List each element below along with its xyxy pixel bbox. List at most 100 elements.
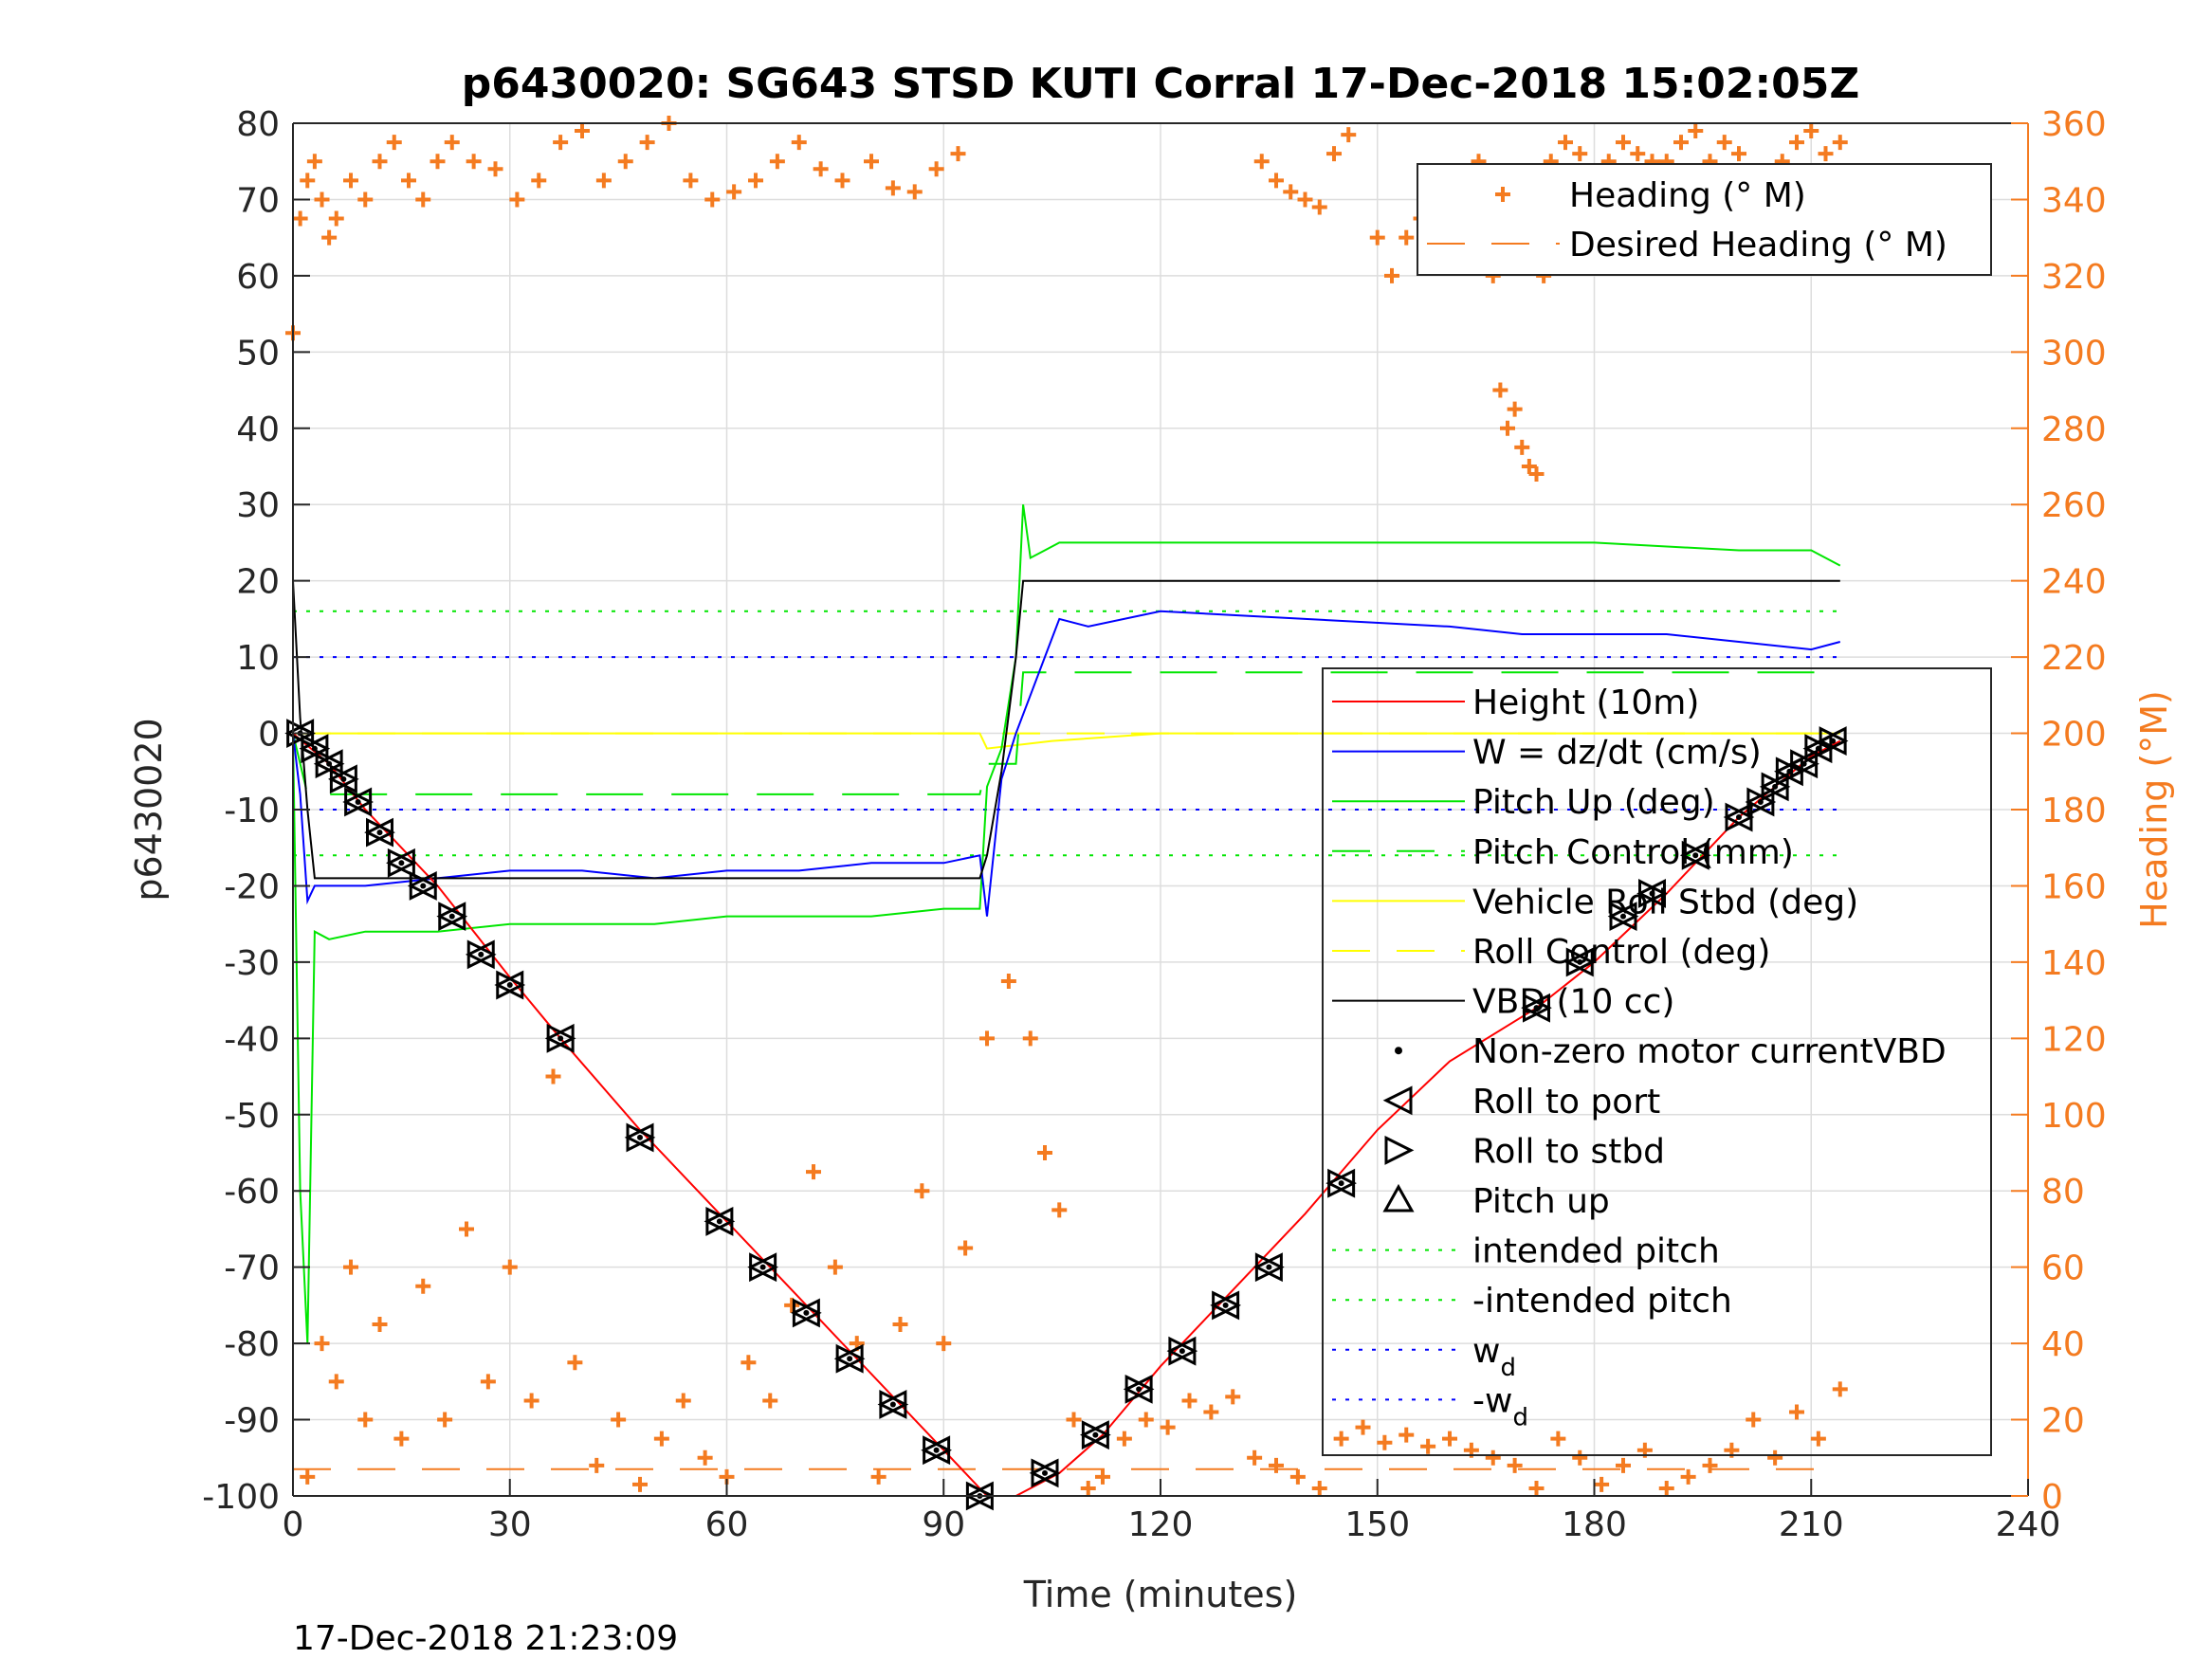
heading-marker-146 [1616, 1457, 1631, 1473]
roll-stbd-marker-31 [1681, 840, 1711, 870]
y-left-tick-label-1: 70 [236, 181, 280, 220]
motor-current-marker-22 [1136, 1386, 1143, 1393]
motor-current-marker-8 [448, 913, 455, 920]
heading-marker-78 [1789, 135, 1804, 151]
heading-marker-40 [1283, 184, 1299, 200]
roll-stbd-marker-20 [1031, 1458, 1061, 1488]
y-axis-label-left: p6430020 [128, 718, 170, 901]
y-left-tick-label-2: 60 [236, 258, 280, 297]
heading-marker-2 [300, 173, 316, 189]
heading-marker-27 [726, 184, 742, 200]
heading-marker-83 [314, 1336, 330, 1352]
heading-marker-155 [1810, 1431, 1826, 1447]
heading-marker-125 [1160, 1419, 1176, 1435]
heading-marker-111 [892, 1317, 908, 1332]
heading-marker-23 [639, 135, 655, 151]
motor-current-marker-23 [1179, 1348, 1185, 1355]
y-left-tick-label-14: -60 [224, 1173, 280, 1212]
y-right-tick-label-18: 0 [2041, 1478, 2063, 1517]
heading-marker-149 [1680, 1468, 1696, 1485]
legend-entry-11: intended pitch [1472, 1232, 1720, 1271]
chart-title: p6430020: SG643 STSD KUTI Corral 17-Dec-… [462, 60, 1859, 108]
heading-marker-1 [292, 210, 308, 227]
y-left-tick-label-8: 0 [258, 716, 280, 755]
heading-marker-88 [393, 1431, 410, 1447]
legend-main-box [1322, 667, 1992, 1456]
motor-current-marker-9 [478, 951, 484, 957]
heading-marker-37 [950, 146, 966, 162]
series-vbd [292, 579, 1840, 880]
heading-marker-126 [1181, 1393, 1197, 1409]
heading-marker-54 [1492, 382, 1508, 398]
roll-stbd-marker-34 [1761, 772, 1791, 802]
heading-marker-115 [979, 1030, 995, 1047]
y-left-tick-label-18: -100 [202, 1478, 280, 1517]
heading-marker-92 [480, 1374, 496, 1390]
motor-current-marker-38 [1830, 738, 1837, 744]
roll-stbd-marker-28 [1565, 947, 1596, 977]
heading-marker-127 [1203, 1404, 1219, 1420]
y-right-tick-label-17: 20 [2041, 1402, 2085, 1441]
heading-marker-153 [1767, 1449, 1783, 1466]
roll-stbd-marker-11 [546, 1023, 576, 1053]
heading-marker-8 [357, 191, 374, 208]
y-left-tick-label-11: -30 [224, 944, 280, 983]
heading-marker-128 [1225, 1389, 1241, 1405]
motor-current-marker-18 [933, 1447, 940, 1453]
y-right-tick-label-8: 200 [2041, 716, 2107, 755]
heading-marker-143 [1550, 1431, 1566, 1447]
heading-marker-56 [1507, 401, 1523, 417]
legend-heading: Heading (° M) Desired Heading (° M) [1417, 163, 1992, 276]
heading-marker-19 [553, 135, 569, 151]
heading-marker-70 [1673, 135, 1689, 151]
y-left-tick-label-16: -80 [224, 1325, 280, 1364]
motor-current-marker-5 [376, 830, 383, 836]
heading-marker-141 [1507, 1457, 1523, 1473]
heading-marker-11 [401, 173, 416, 189]
roll-stbd-marker-5 [366, 817, 395, 848]
heading-marker-132 [1311, 1480, 1327, 1496]
motor-current-marker-11 [558, 1035, 564, 1042]
series-w [292, 610, 1841, 917]
heading-marker-86 [357, 1412, 374, 1428]
legend-symbol-8 [1382, 1085, 1413, 1116]
heading-marker-39 [1269, 173, 1284, 189]
x-tick-label-3: 90 [922, 1505, 965, 1544]
roll-stbd-marker-18 [923, 1435, 952, 1466]
heading-marker-117 [1022, 1030, 1038, 1047]
heading-marker-6 [328, 210, 344, 227]
roll-stbd-marker-36 [1790, 749, 1819, 779]
heading-marker-46 [1384, 267, 1399, 283]
heading-marker-10 [386, 135, 402, 151]
heading-marker-90 [437, 1412, 453, 1428]
heading-marker-22 [617, 154, 633, 170]
motor-current-marker-32 [1736, 814, 1742, 821]
heading-marker-25 [683, 173, 699, 189]
legend-entry-2: Pitch Up (deg) [1472, 783, 1715, 822]
motor-current-marker-7 [420, 883, 427, 889]
roll-stbd-marker-35 [1775, 757, 1805, 787]
heading-marker-38 [1253, 154, 1270, 170]
heading-marker-28 [748, 173, 763, 189]
legend-entry-0: Height (10m) [1472, 684, 1699, 722]
roll-stbd-marker-2 [315, 749, 345, 779]
heading-marker-91 [459, 1221, 474, 1237]
x-tick-label-4: 120 [1128, 1505, 1194, 1544]
y-right-tick-label-14: 80 [2041, 1173, 2085, 1212]
roll-stbd-marker-37 [1804, 734, 1835, 764]
legend-subscript-13: d [1500, 1354, 1516, 1382]
heading-marker-152 [1746, 1412, 1762, 1428]
roll-stbd-marker-30 [1638, 879, 1668, 908]
heading-marker-21 [595, 173, 612, 189]
roll-stbd-marker-10 [496, 970, 526, 1000]
roll-stbd-marker-32 [1725, 802, 1755, 832]
heading-marker-31 [813, 161, 829, 177]
roll-stbd-marker-38 [1819, 726, 1849, 757]
heading-marker-129 [1247, 1449, 1263, 1466]
roll-stbd-marker-29 [1609, 902, 1639, 932]
y-right-tick-label-12: 120 [2041, 1020, 2107, 1059]
heading-marker-123 [1116, 1431, 1132, 1447]
heading-marker-121 [1080, 1480, 1096, 1496]
heading-marker-97 [589, 1457, 605, 1473]
heading-marker-154 [1789, 1404, 1804, 1420]
